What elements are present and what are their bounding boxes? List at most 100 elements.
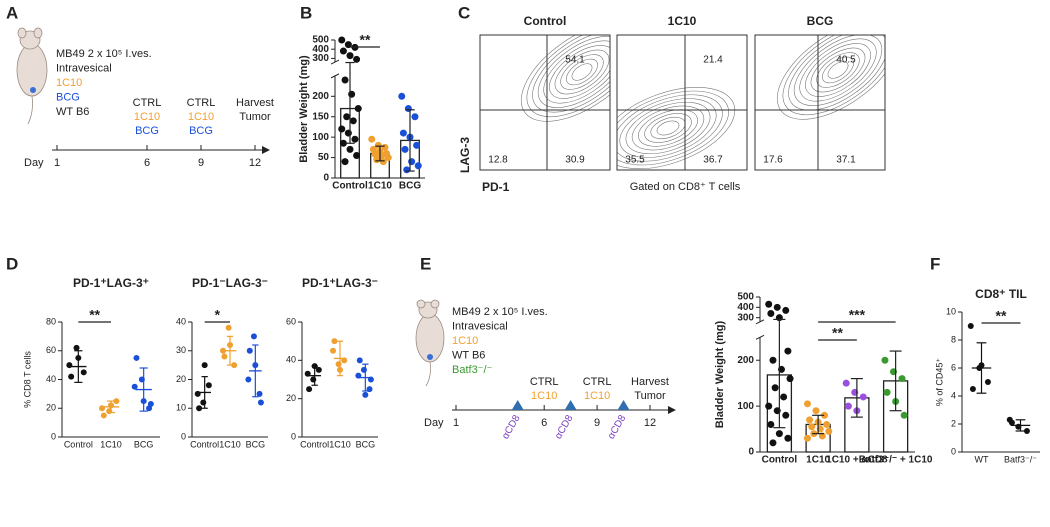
contour bbox=[520, 35, 610, 122]
data-point bbox=[765, 402, 773, 410]
x-tick-label: 1C10 bbox=[806, 455, 830, 466]
data-point bbox=[900, 411, 908, 419]
data-point bbox=[147, 400, 154, 407]
data-point bbox=[100, 412, 107, 419]
data-point bbox=[1015, 423, 1022, 430]
data-point bbox=[408, 158, 416, 166]
x-tick-label: Control bbox=[300, 439, 329, 449]
day-number: 9 bbox=[594, 417, 600, 429]
y-axis-label: Bladder Weight (mg) bbox=[714, 320, 726, 428]
day-number: 12 bbox=[644, 417, 656, 429]
y-tick-label: 50 bbox=[318, 152, 330, 163]
contour bbox=[788, 35, 885, 111]
data-point bbox=[331, 338, 338, 345]
y-tick-label: 20 bbox=[286, 393, 296, 403]
quadrant-value: 35.5 bbox=[625, 155, 645, 166]
day-label: Day bbox=[424, 417, 444, 429]
data-point bbox=[231, 362, 238, 369]
event-line: CTRL bbox=[187, 97, 216, 109]
data-point bbox=[967, 323, 974, 329]
protocol-line: MB49 2 x 10⁵ I.ves. bbox=[452, 306, 548, 318]
significance-label: * bbox=[215, 307, 221, 323]
data-point bbox=[403, 166, 411, 174]
data-point bbox=[354, 105, 362, 113]
event-line: CTRL bbox=[133, 97, 162, 109]
data-point bbox=[351, 135, 359, 143]
mouse-icon-e bbox=[415, 299, 445, 387]
protocol-line: 1C10 bbox=[56, 77, 82, 89]
data-point bbox=[898, 375, 906, 383]
data-point bbox=[368, 135, 376, 143]
contour bbox=[650, 116, 686, 140]
data-point bbox=[775, 430, 783, 438]
data-point bbox=[348, 90, 356, 98]
data-point bbox=[842, 379, 850, 387]
contour bbox=[549, 45, 610, 99]
contour bbox=[799, 38, 877, 102]
data-point bbox=[808, 423, 816, 431]
data-point bbox=[806, 416, 814, 424]
data-point bbox=[353, 152, 361, 160]
y-tick-label: 0 bbox=[748, 447, 754, 458]
y-tick-label: 0 bbox=[951, 446, 956, 456]
y-tick-label: 60 bbox=[46, 345, 56, 355]
flow-frame bbox=[479, 34, 611, 171]
data-point bbox=[196, 405, 203, 412]
data-point bbox=[194, 390, 201, 397]
day-number: 9 bbox=[198, 157, 204, 169]
x-tick-label: Control bbox=[762, 455, 798, 466]
y-tick-label: 40 bbox=[286, 355, 296, 365]
data-point bbox=[769, 439, 777, 447]
event-line: CTRL bbox=[530, 376, 559, 388]
flow-frame bbox=[754, 34, 886, 171]
y-tick-label: 6 bbox=[951, 362, 956, 372]
data-point bbox=[379, 158, 387, 166]
x-tick-label: WT bbox=[975, 454, 989, 464]
contour bbox=[543, 40, 610, 104]
data-point bbox=[765, 300, 773, 308]
data-point bbox=[339, 47, 347, 55]
y-tick-label: 300 bbox=[737, 312, 754, 323]
contour bbox=[617, 87, 736, 169]
data-point bbox=[250, 333, 257, 340]
flow-title: 1C10 bbox=[668, 14, 697, 28]
quadrant-value: 54.1 bbox=[565, 55, 585, 66]
quadrant-value: 37.1 bbox=[836, 155, 856, 166]
quadrant-value: 36.7 bbox=[703, 155, 723, 166]
x-tick-label: Control bbox=[64, 439, 93, 449]
data-point bbox=[773, 303, 781, 311]
data-point bbox=[68, 373, 75, 380]
x-tick-label: Batf3⁻/⁻ bbox=[1004, 454, 1037, 464]
y-tick-label: 200 bbox=[312, 91, 329, 102]
data-point bbox=[399, 129, 407, 137]
data-point bbox=[355, 372, 362, 379]
treatment-marker bbox=[617, 400, 630, 410]
x-tick-label: Control bbox=[332, 181, 368, 192]
timeline-arrow bbox=[668, 406, 676, 414]
data-point bbox=[205, 382, 212, 389]
event-line: 1C10 bbox=[188, 111, 214, 123]
contour bbox=[617, 90, 729, 166]
data-point bbox=[256, 390, 263, 397]
data-point bbox=[881, 356, 889, 364]
timeline-arrow bbox=[262, 146, 270, 154]
treatment-marker bbox=[564, 400, 577, 410]
contour bbox=[793, 35, 883, 106]
data-point bbox=[784, 434, 792, 442]
contour bbox=[827, 61, 849, 79]
event-line: Tumor bbox=[634, 390, 666, 402]
x-tick-label: Control bbox=[190, 439, 219, 449]
data-point bbox=[341, 357, 348, 364]
contour bbox=[617, 94, 723, 162]
chart-title: PD-1⁺LAG-3⁺ bbox=[73, 276, 149, 290]
axis-break bbox=[755, 334, 765, 340]
data-point bbox=[883, 388, 891, 396]
data-point bbox=[371, 150, 379, 158]
data-point bbox=[113, 398, 120, 405]
data-point bbox=[73, 344, 80, 351]
contour bbox=[625, 101, 711, 155]
x-tick-label: 1C10 bbox=[219, 439, 241, 449]
data-point bbox=[339, 139, 347, 147]
significance-label: ** bbox=[89, 307, 100, 323]
